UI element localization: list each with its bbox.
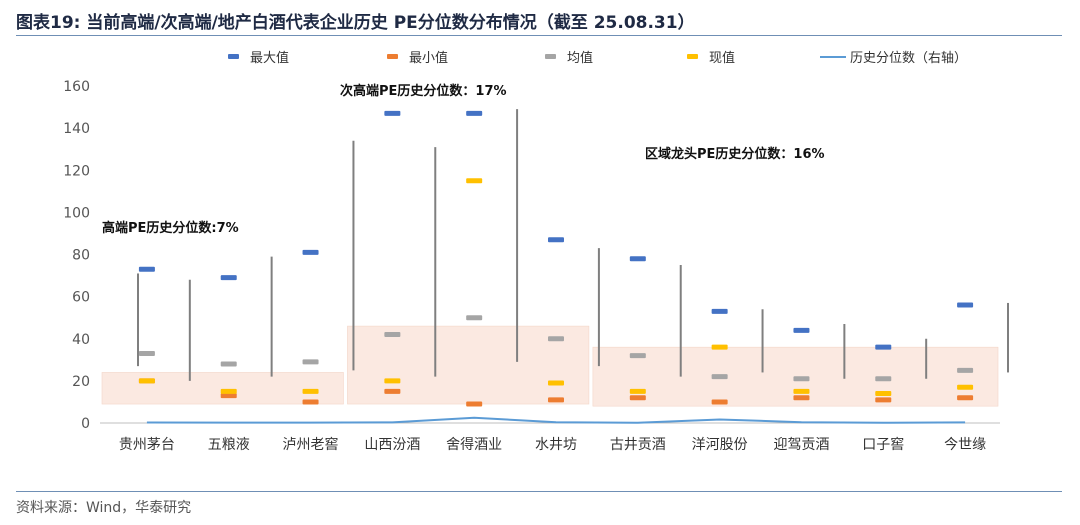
avg-marker	[548, 336, 564, 342]
y-tick-label: 80	[72, 248, 90, 264]
legend-swatch	[228, 54, 239, 59]
avg-marker	[875, 376, 892, 382]
y-tick-label: 100	[63, 205, 90, 221]
category-label: 古井贡酒	[610, 437, 666, 453]
min-marker	[220, 393, 237, 399]
legend-swatch	[545, 54, 556, 59]
category-label: 口子窖	[862, 436, 904, 453]
category-label: 洋河股份	[692, 437, 748, 453]
avg-marker	[384, 332, 401, 338]
current-marker	[793, 388, 810, 394]
y-tick-label: 160	[63, 79, 90, 95]
chart-title: 图表19: 当前高端/次高端/地产白酒代表企业历史 PE分位数分布情况（截至 2…	[16, 13, 695, 33]
legend-label: 均值	[567, 50, 593, 66]
avg-marker	[138, 350, 155, 356]
category-label: 贵州茅台	[119, 437, 175, 453]
group-annotation: 次高端PE历史分位数：17%	[340, 83, 507, 99]
current-marker	[138, 378, 155, 384]
current-marker	[466, 178, 483, 184]
current-marker	[711, 344, 728, 350]
y-tick-label: 140	[63, 121, 90, 137]
category-label: 今世缘	[944, 437, 986, 453]
y-tick-label: 120	[63, 163, 90, 179]
category-label: 水井坊	[535, 437, 577, 453]
legend-label: 历史分位数（右轴）	[850, 51, 967, 66]
max-marker	[138, 266, 155, 272]
legend-swatch	[387, 54, 398, 59]
pe-percentile-chart: 0 20 40 60 80 100 120 140 160 贵州茅台 五粮液 泸州老窖 山西汾酒 舍得酒业…	[63, 50, 1009, 453]
avg-marker	[466, 315, 483, 321]
min-marker	[793, 395, 810, 401]
current-marker	[384, 378, 401, 384]
max-marker	[875, 344, 892, 350]
legend-label: 现值	[709, 50, 735, 66]
y-tick-label: 20	[72, 374, 90, 390]
min-marker	[466, 401, 483, 407]
title-divider	[16, 35, 1062, 36]
current-marker	[957, 384, 974, 390]
source-note: 资料来源：Wind，华泰研究	[16, 500, 192, 516]
avg-marker	[957, 367, 974, 373]
min-marker	[875, 397, 892, 403]
footer-divider	[16, 491, 1062, 492]
current-marker	[220, 388, 237, 394]
category-label: 五粮液	[208, 437, 250, 453]
y-tick-label: 40	[72, 332, 90, 348]
group-band-0	[101, 372, 344, 405]
max-marker	[384, 110, 401, 116]
avg-marker	[220, 361, 237, 367]
max-marker	[302, 249, 319, 255]
category-label: 泸州老窖	[283, 436, 339, 453]
current-marker	[548, 380, 564, 386]
max-marker	[957, 302, 974, 308]
legend-swatch	[687, 54, 698, 59]
category-label: 迎驾贡酒	[773, 437, 829, 453]
y-tick-label: 60	[72, 290, 90, 306]
group-annotation: 区域龙头PE历史分位数：16%	[645, 146, 825, 162]
avg-marker	[793, 376, 810, 382]
avg-marker	[629, 353, 646, 359]
min-marker	[384, 388, 401, 394]
avg-marker	[302, 359, 319, 365]
max-marker	[711, 308, 728, 314]
current-marker	[629, 388, 646, 394]
min-marker	[302, 399, 319, 405]
y-tick-label: 0	[81, 416, 90, 432]
max-marker	[629, 256, 646, 262]
avg-marker	[711, 374, 728, 380]
percentile-line	[146, 416, 966, 424]
group-annotation: 高端PE历史分位数:7%	[102, 220, 239, 236]
max-marker	[548, 237, 564, 243]
category-label: 舍得酒业	[446, 436, 502, 453]
min-marker	[957, 395, 974, 401]
min-marker	[548, 397, 564, 403]
current-marker	[302, 388, 319, 394]
min-marker	[629, 395, 646, 401]
legend-label: 最大值	[250, 50, 289, 66]
max-marker	[793, 327, 810, 333]
category-label: 山西汾酒	[364, 437, 420, 453]
current-marker	[875, 391, 892, 397]
legend-label: 最小值	[409, 50, 448, 66]
max-marker	[466, 110, 483, 116]
max-marker	[220, 275, 237, 281]
min-marker	[711, 399, 728, 405]
